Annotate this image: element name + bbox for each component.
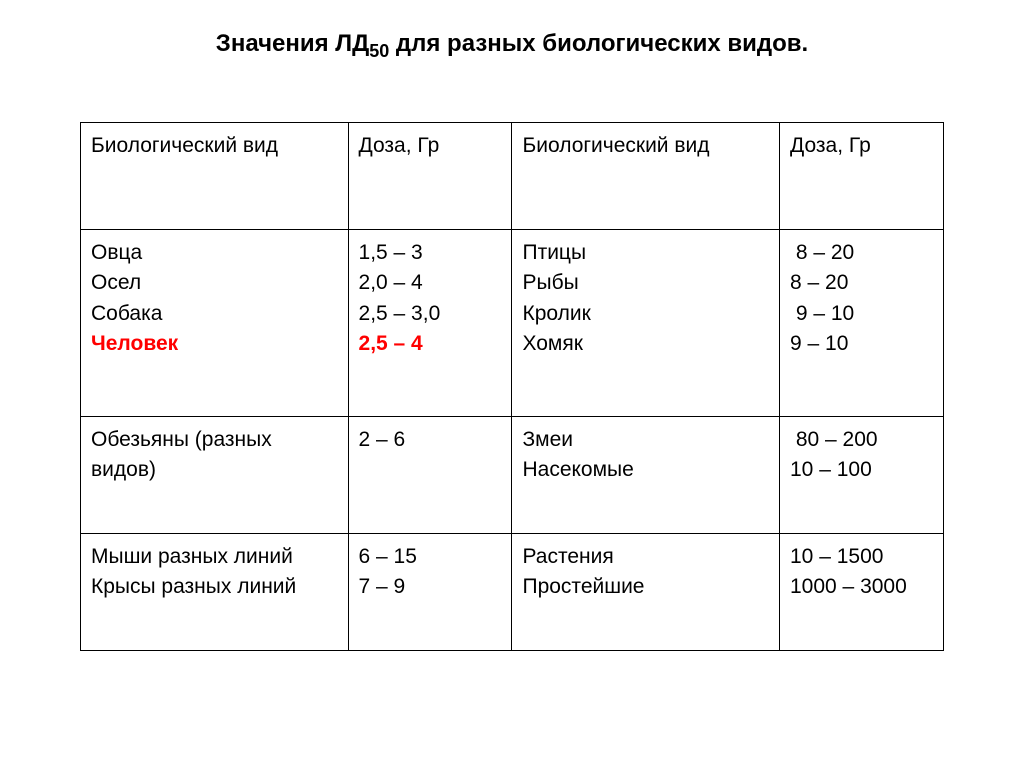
cell-species-right-line: Простейшие (522, 572, 769, 602)
title-suffix: для разных биологических видов. (389, 30, 808, 57)
cell-species-right-line: Хомяк (522, 329, 769, 359)
cell-species-right-line: Насекомые (522, 455, 769, 485)
cell-species-right: ЗмеиНасекомые (512, 416, 780, 533)
cell-species-left-line: Человек (91, 329, 338, 359)
cell-species-right-line: Птицы (522, 238, 769, 268)
cell-dose-right-line: 80 – 200 (790, 425, 933, 455)
cell-dose-right-line: 10 – 1500 (790, 542, 933, 572)
title-prefix: Значения ЛД (216, 30, 369, 57)
cell-species-left-line: Мыши разных линий (91, 542, 338, 572)
cell-species-right-line: Кролик (522, 299, 769, 329)
cell-dose-right: 80 – 20010 – 100 (780, 416, 944, 533)
header-dose-right: Доза, Гр (780, 122, 944, 229)
cell-species-left-line: Собака (91, 299, 338, 329)
cell-species-left-line: Осел (91, 268, 338, 298)
cell-dose-left-line: 2,5 – 4 (359, 329, 502, 359)
cell-dose-left: 6 – 157 – 9 (348, 533, 512, 650)
cell-dose-right-line: 9 – 10 (790, 329, 933, 359)
cell-dose-left: 2 – 6 (348, 416, 512, 533)
header-species-right: Биологический вид (512, 122, 780, 229)
cell-dose-right: 10 – 15001000 – 3000 (780, 533, 944, 650)
cell-dose-right-line: 1000 – 3000 (790, 572, 933, 602)
cell-dose-right-line: 10 – 100 (790, 455, 933, 485)
cell-dose-left: 1,5 – 32,0 – 42,5 – 3,02,5 – 4 (348, 229, 512, 416)
cell-species-right: ПтицыРыбыКроликХомяк (512, 229, 780, 416)
page-title: Значения ЛД50 для разных биологических в… (80, 30, 944, 62)
cell-dose-left-line: 6 – 15 (359, 542, 502, 572)
header-dose-left: Доза, Гр (348, 122, 512, 229)
cell-species-right-line: Растения (522, 542, 769, 572)
cell-dose-right-line: 8 – 20 (790, 268, 933, 298)
cell-dose-left-line: 2 – 6 (359, 425, 502, 455)
cell-dose-left-line: 7 – 9 (359, 572, 502, 602)
cell-species-left-line: Крысы разных линий (91, 572, 338, 602)
cell-species-right: РастенияПростейшие (512, 533, 780, 650)
cell-species-left: ОвцаОселСобакаЧеловек (81, 229, 349, 416)
cell-dose-left-line: 2,5 – 3,0 (359, 299, 502, 329)
cell-dose-right-line: 8 – 20 (790, 238, 933, 268)
table-row: Обезьяны (разных видов) 2 – 6 ЗмеиНасекомы… (81, 416, 944, 533)
cell-species-left-line: Овца (91, 238, 338, 268)
cell-dose-right-line: 9 – 10 (790, 299, 933, 329)
title-subscript: 50 (369, 41, 389, 61)
cell-dose-left-line: 1,5 – 3 (359, 238, 502, 268)
cell-dose-left-line: 2,0 – 4 (359, 268, 502, 298)
cell-dose-right: 8 – 208 – 20 9 – 109 – 10 (780, 229, 944, 416)
header-species-left: Биологический вид (81, 122, 349, 229)
cell-species-left: Мыши разных линийКрысы разных линий (81, 533, 349, 650)
cell-species-right-line: Рыбы (522, 268, 769, 298)
cell-species-left: Обезьяны (разных видов) (81, 416, 349, 533)
table-row: ОвцаОселСобакаЧеловек1,5 – 32,0 – 42,5 –… (81, 229, 944, 416)
cell-species-left-line: Обезьяны (разных видов) (91, 425, 338, 486)
table-row: Мыши разных линийКрысы разных линий6 – 1… (81, 533, 944, 650)
ld50-table: Биологический вид Доза, Гр Биологический… (80, 122, 944, 651)
table-header-row: Биологический вид Доза, Гр Биологический… (81, 122, 944, 229)
cell-species-right-line: Змеи (522, 425, 769, 455)
